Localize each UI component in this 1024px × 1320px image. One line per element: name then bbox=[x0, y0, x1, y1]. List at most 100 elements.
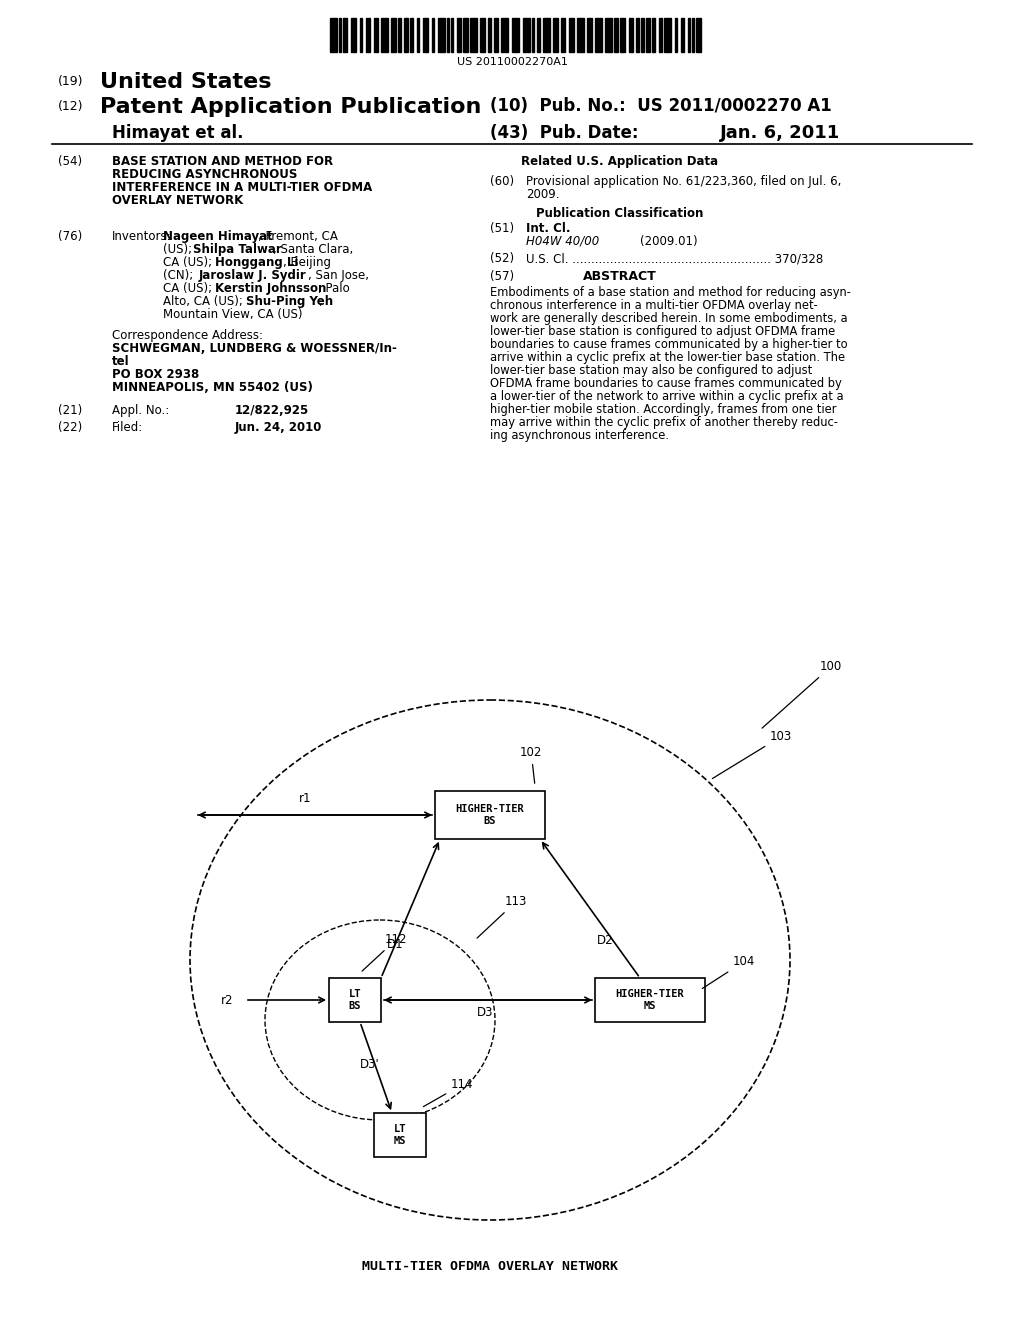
Text: may arrive within the cyclic prefix of another thereby reduc-: may arrive within the cyclic prefix of a… bbox=[490, 416, 838, 429]
FancyBboxPatch shape bbox=[374, 1113, 426, 1158]
Text: H04W 40/00: H04W 40/00 bbox=[526, 235, 599, 248]
Text: higher-tier mobile station. Accordingly, frames from one tier: higher-tier mobile station. Accordingly,… bbox=[490, 403, 837, 416]
Text: 112: 112 bbox=[362, 933, 408, 972]
Text: Inventors:: Inventors: bbox=[112, 230, 172, 243]
Text: (US);: (US); bbox=[163, 243, 196, 256]
Text: Publication Classification: Publication Classification bbox=[537, 207, 703, 220]
Text: CA (US);: CA (US); bbox=[163, 282, 216, 294]
Text: , Beijing: , Beijing bbox=[283, 256, 331, 269]
Bar bbox=[561, 18, 565, 51]
Text: LT
BS: LT BS bbox=[349, 989, 361, 1011]
Text: (76): (76) bbox=[58, 230, 82, 243]
Bar bbox=[537, 18, 540, 51]
Text: OVERLAY NETWORK: OVERLAY NETWORK bbox=[112, 194, 244, 207]
Text: Shu-Ping Yeh: Shu-Ping Yeh bbox=[246, 294, 333, 308]
Text: , Fremont, CA: , Fremont, CA bbox=[258, 230, 338, 243]
Bar bbox=[501, 18, 508, 51]
Text: Himayat et al.: Himayat et al. bbox=[112, 124, 244, 143]
Bar bbox=[523, 18, 530, 51]
Text: (12): (12) bbox=[58, 100, 84, 114]
Bar bbox=[457, 18, 461, 51]
Text: PO BOX 2938: PO BOX 2938 bbox=[112, 368, 200, 381]
Bar bbox=[398, 18, 401, 51]
Text: Provisional application No. 61/223,360, filed on Jul. 6,: Provisional application No. 61/223,360, … bbox=[526, 176, 842, 187]
Text: LT
MS: LT MS bbox=[394, 1123, 407, 1146]
Bar bbox=[646, 18, 650, 51]
Bar bbox=[569, 18, 574, 51]
Bar bbox=[404, 18, 408, 51]
Text: MULTI-TIER OFDMA OVERLAY NETWORK: MULTI-TIER OFDMA OVERLAY NETWORK bbox=[362, 1261, 618, 1272]
Bar bbox=[451, 18, 453, 51]
Text: Shilpa Talwar: Shilpa Talwar bbox=[193, 243, 282, 256]
Bar bbox=[664, 18, 671, 51]
Text: 2009.: 2009. bbox=[526, 187, 559, 201]
Bar bbox=[659, 18, 662, 51]
Bar bbox=[636, 18, 639, 51]
Text: lower-tier base station is configured to adjust OFDMA frame: lower-tier base station is configured to… bbox=[490, 325, 836, 338]
Text: 100: 100 bbox=[762, 660, 843, 729]
Text: Embodiments of a base station and method for reducing asyn-: Embodiments of a base station and method… bbox=[490, 286, 851, 300]
Text: Honggang Li: Honggang Li bbox=[215, 256, 298, 269]
Bar bbox=[351, 18, 356, 51]
Text: r1: r1 bbox=[299, 792, 311, 805]
Bar bbox=[423, 18, 428, 51]
Bar bbox=[696, 18, 701, 51]
Text: D3': D3' bbox=[360, 1059, 380, 1072]
Text: 114: 114 bbox=[423, 1078, 473, 1106]
Bar bbox=[343, 18, 347, 51]
Bar bbox=[391, 18, 396, 51]
Text: ABSTRACT: ABSTRACT bbox=[583, 271, 656, 282]
Text: CA (US);: CA (US); bbox=[163, 256, 216, 269]
Bar bbox=[512, 18, 519, 51]
Text: a lower-tier of the network to arrive within a cyclic prefix at a: a lower-tier of the network to arrive wi… bbox=[490, 389, 844, 403]
Text: US 20110002270A1: US 20110002270A1 bbox=[457, 57, 567, 67]
Text: , Palo: , Palo bbox=[318, 282, 350, 294]
FancyBboxPatch shape bbox=[595, 978, 705, 1022]
Text: (CN);: (CN); bbox=[163, 269, 197, 282]
Text: D2: D2 bbox=[597, 933, 613, 946]
Text: U.S. Cl. ..................................................... 370/328: U.S. Cl. ...............................… bbox=[526, 252, 823, 265]
Bar bbox=[339, 18, 341, 51]
Bar bbox=[360, 18, 362, 51]
Bar bbox=[488, 18, 490, 51]
Text: 104: 104 bbox=[702, 954, 756, 989]
Text: Mountain View, CA (US): Mountain View, CA (US) bbox=[163, 308, 302, 321]
Bar bbox=[605, 18, 612, 51]
Bar bbox=[432, 18, 434, 51]
Text: work are generally described herein. In some embodiments, a: work are generally described herein. In … bbox=[490, 312, 848, 325]
Text: Appl. No.:: Appl. No.: bbox=[112, 404, 169, 417]
Bar bbox=[330, 18, 337, 51]
Bar bbox=[463, 18, 468, 51]
Bar bbox=[480, 18, 485, 51]
Bar bbox=[641, 18, 644, 51]
Bar bbox=[438, 18, 445, 51]
FancyBboxPatch shape bbox=[435, 791, 545, 840]
Bar bbox=[652, 18, 655, 51]
Bar bbox=[417, 18, 419, 51]
Text: (10)  Pub. No.:  US 2011/0002270 A1: (10) Pub. No.: US 2011/0002270 A1 bbox=[490, 96, 831, 115]
Text: Jun. 24, 2010: Jun. 24, 2010 bbox=[234, 421, 323, 434]
Text: United States: United States bbox=[100, 73, 271, 92]
Text: , San Jose,: , San Jose, bbox=[308, 269, 369, 282]
Text: D3: D3 bbox=[477, 1006, 494, 1019]
Bar bbox=[688, 18, 690, 51]
Text: (43)  Pub. Date:: (43) Pub. Date: bbox=[490, 124, 639, 143]
Text: Kerstin Johnsson: Kerstin Johnsson bbox=[215, 282, 327, 294]
Text: Correspondence Address:: Correspondence Address: bbox=[112, 329, 263, 342]
Text: Alto, CA (US);: Alto, CA (US); bbox=[163, 294, 247, 308]
Bar bbox=[494, 18, 498, 51]
Text: (2009.01): (2009.01) bbox=[640, 235, 697, 248]
Text: arrive within a cyclic prefix at the lower-tier base station. The: arrive within a cyclic prefix at the low… bbox=[490, 351, 845, 364]
Text: INTERFERENCE IN A MULTI-TIER OFDMA: INTERFERENCE IN A MULTI-TIER OFDMA bbox=[112, 181, 373, 194]
Text: r2: r2 bbox=[220, 994, 233, 1006]
Text: Filed:: Filed: bbox=[112, 421, 143, 434]
Bar bbox=[614, 18, 618, 51]
Text: HIGHER-TIER
MS: HIGHER-TIER MS bbox=[615, 989, 684, 1011]
Text: (57): (57) bbox=[490, 271, 514, 282]
Bar bbox=[629, 18, 633, 51]
Text: HIGHER-TIER
BS: HIGHER-TIER BS bbox=[456, 804, 524, 826]
Text: (51): (51) bbox=[490, 222, 514, 235]
Text: BASE STATION AND METHOD FOR: BASE STATION AND METHOD FOR bbox=[112, 154, 333, 168]
Text: Nageen Himayat: Nageen Himayat bbox=[163, 230, 272, 243]
Bar bbox=[692, 18, 694, 51]
